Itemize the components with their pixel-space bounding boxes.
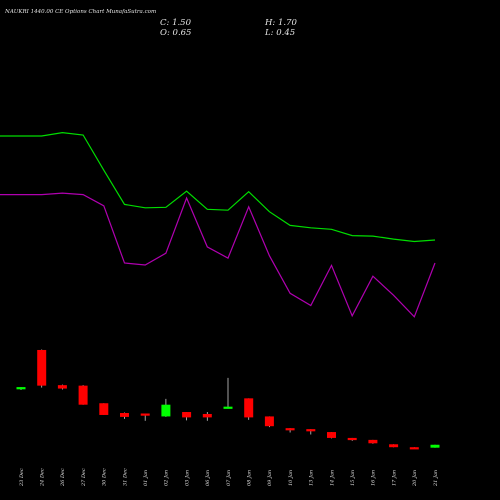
x-tick-label: 24 Dec xyxy=(40,468,46,487)
candle-body xyxy=(368,439,378,444)
x-tick-label: 26 Dec xyxy=(60,468,66,487)
candle-body xyxy=(202,413,212,418)
candle-body xyxy=(182,412,192,418)
close-value: C: 1.50 xyxy=(160,18,191,28)
x-tick-label: 07 Jan xyxy=(226,470,232,486)
candle-body xyxy=(285,428,295,431)
open-value: O: 0.65 xyxy=(160,28,192,38)
candle-body xyxy=(409,447,419,450)
x-tick-label: 20 Jan xyxy=(412,470,418,487)
candle-body xyxy=(347,437,357,441)
candle-body xyxy=(120,413,129,417)
x-tick-label: 21 Jan xyxy=(433,470,439,487)
x-tick-label: 13 Jan xyxy=(309,470,315,486)
candle-body xyxy=(327,432,336,438)
candle-body xyxy=(161,404,171,417)
x-tick-label: 30 Dec xyxy=(102,468,108,486)
candle-body xyxy=(37,349,47,386)
candle-body xyxy=(244,398,254,418)
x-tick-label: 17 Jan xyxy=(391,470,397,486)
candle-body xyxy=(99,403,109,415)
upper-indicator-line xyxy=(0,131,436,243)
x-tick-label: 27 Dec xyxy=(81,468,87,487)
candle-body xyxy=(264,416,274,427)
candle-body xyxy=(306,429,316,432)
x-tick-label: 03 Jan xyxy=(184,470,190,486)
x-tick-label: 08 Jan xyxy=(247,470,253,486)
chart-title: NAUKRI 1440.00 CE Options Chart MunafaSu… xyxy=(5,9,157,15)
x-tick-label: 10 Jan xyxy=(288,470,294,486)
candle-body xyxy=(57,385,67,389)
candle-body xyxy=(430,444,440,448)
x-tick-label: 06 Jan xyxy=(205,470,211,486)
x-tick-label: 01 Jan xyxy=(143,470,149,486)
x-tick-label: 15 Jan xyxy=(350,470,356,486)
high-value: H: 1.70 xyxy=(265,18,297,28)
x-tick-label: 14 Jan xyxy=(329,470,335,486)
lower-indicator-line xyxy=(0,192,436,318)
candle-body xyxy=(389,444,399,448)
low-value: L: 0.45 xyxy=(265,28,296,38)
x-tick-label: 31 Dec xyxy=(122,468,128,486)
x-tick-label: 02 Jan xyxy=(164,470,170,486)
candle-body xyxy=(140,413,150,416)
candle-body xyxy=(16,387,26,390)
candle-body xyxy=(78,385,88,405)
x-tick-label: 16 Jan xyxy=(371,470,377,486)
x-tick-label: 23 Dec xyxy=(19,468,25,487)
x-tick-label: 09 Jan xyxy=(267,470,273,486)
candle-body xyxy=(223,406,233,409)
